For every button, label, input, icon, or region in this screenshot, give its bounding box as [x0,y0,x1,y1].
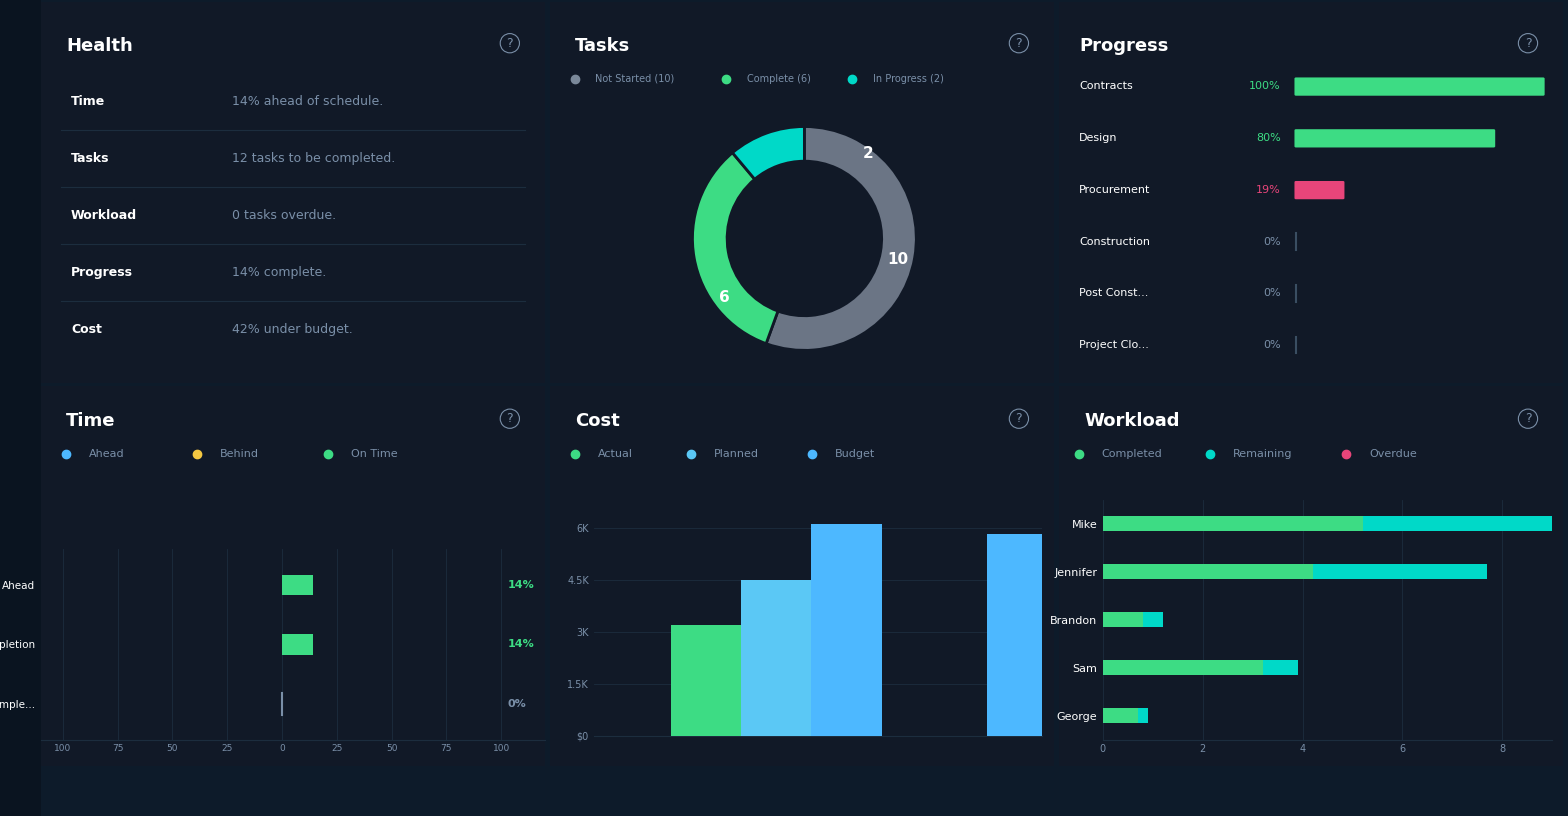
Text: Time: Time [66,412,116,430]
Text: Tasks: Tasks [575,37,630,55]
Text: Workload: Workload [1083,412,1179,430]
Text: ?: ? [1524,37,1532,50]
Text: Progress: Progress [1079,37,1168,55]
Text: Health: Health [66,37,133,55]
Text: 80%: 80% [1256,133,1281,143]
Text: Construction: Construction [1079,237,1149,246]
Text: ?: ? [506,412,513,425]
Text: 0%: 0% [508,698,527,709]
Text: 0 tasks overdue.: 0 tasks overdue. [232,209,337,222]
Text: Post Const...: Post Const... [1079,288,1148,299]
Bar [1262,660,1298,676]
Text: Budget: Budget [834,449,875,459]
Text: Progress: Progress [71,266,133,279]
Wedge shape [693,153,778,344]
Text: 10: 10 [887,252,908,268]
Text: 42% under budget.: 42% under budget. [232,323,353,336]
Wedge shape [767,126,916,350]
Text: 14%: 14% [508,640,535,650]
Text: Govalle Construction: Govalle Construction [71,14,334,33]
Text: 19%: 19% [1256,184,1281,195]
Text: ?: ? [506,37,513,50]
Text: Remaining: Remaining [1232,449,1292,459]
Text: 0%: 0% [1264,237,1281,246]
Bar [282,574,312,596]
Bar [671,625,742,736]
Text: Workload: Workload [71,209,136,222]
Text: Time: Time [71,95,105,108]
Text: 14% complete.: 14% complete. [232,266,326,279]
Bar [1102,516,1363,531]
Bar [988,534,1058,736]
Text: 6: 6 [720,290,729,304]
Bar [1312,564,1488,579]
Text: Completed: Completed [1102,449,1162,459]
FancyBboxPatch shape [1295,78,1544,95]
Text: 2: 2 [862,146,873,161]
Bar [1143,612,1163,628]
Bar [1102,564,1312,579]
Text: 14%: 14% [508,580,535,590]
Text: Planned: Planned [713,449,759,459]
Text: Tasks: Tasks [71,152,110,165]
Bar [1102,612,1143,628]
Bar [1102,708,1138,723]
FancyBboxPatch shape [1295,181,1344,199]
Text: ?: ? [1016,412,1022,425]
Text: 0%: 0% [1264,288,1281,299]
Text: ?: ? [1016,37,1022,50]
Text: Project Clo...: Project Clo... [1079,340,1149,350]
Text: In Progress (2): In Progress (2) [873,73,944,83]
Bar [811,524,881,736]
Text: Procurement: Procurement [1079,184,1151,195]
Text: Cost: Cost [575,412,619,430]
Wedge shape [732,126,804,180]
Bar [282,634,312,654]
Bar [1102,660,1262,676]
Text: Contracts: Contracts [1079,82,1132,91]
Text: Behind: Behind [220,449,259,459]
Text: Cost: Cost [71,323,102,336]
Text: 100%: 100% [1250,82,1281,91]
Text: 14% ahead of schedule.: 14% ahead of schedule. [232,95,384,108]
Text: Complete (6): Complete (6) [746,73,811,83]
Text: Design: Design [1079,133,1118,143]
Text: ?: ? [1524,412,1532,425]
Text: Actual: Actual [597,449,633,459]
Bar [1138,708,1148,723]
Text: Ahead: Ahead [89,449,124,459]
Text: 12 tasks to be completed.: 12 tasks to be completed. [232,152,395,165]
Text: 0%: 0% [1264,340,1281,350]
Bar [1363,516,1568,531]
FancyBboxPatch shape [1295,129,1496,148]
Text: Not Started (10): Not Started (10) [596,73,674,83]
Text: On Time: On Time [351,449,398,459]
Text: Overdue: Overdue [1369,449,1417,459]
Bar [742,579,811,736]
